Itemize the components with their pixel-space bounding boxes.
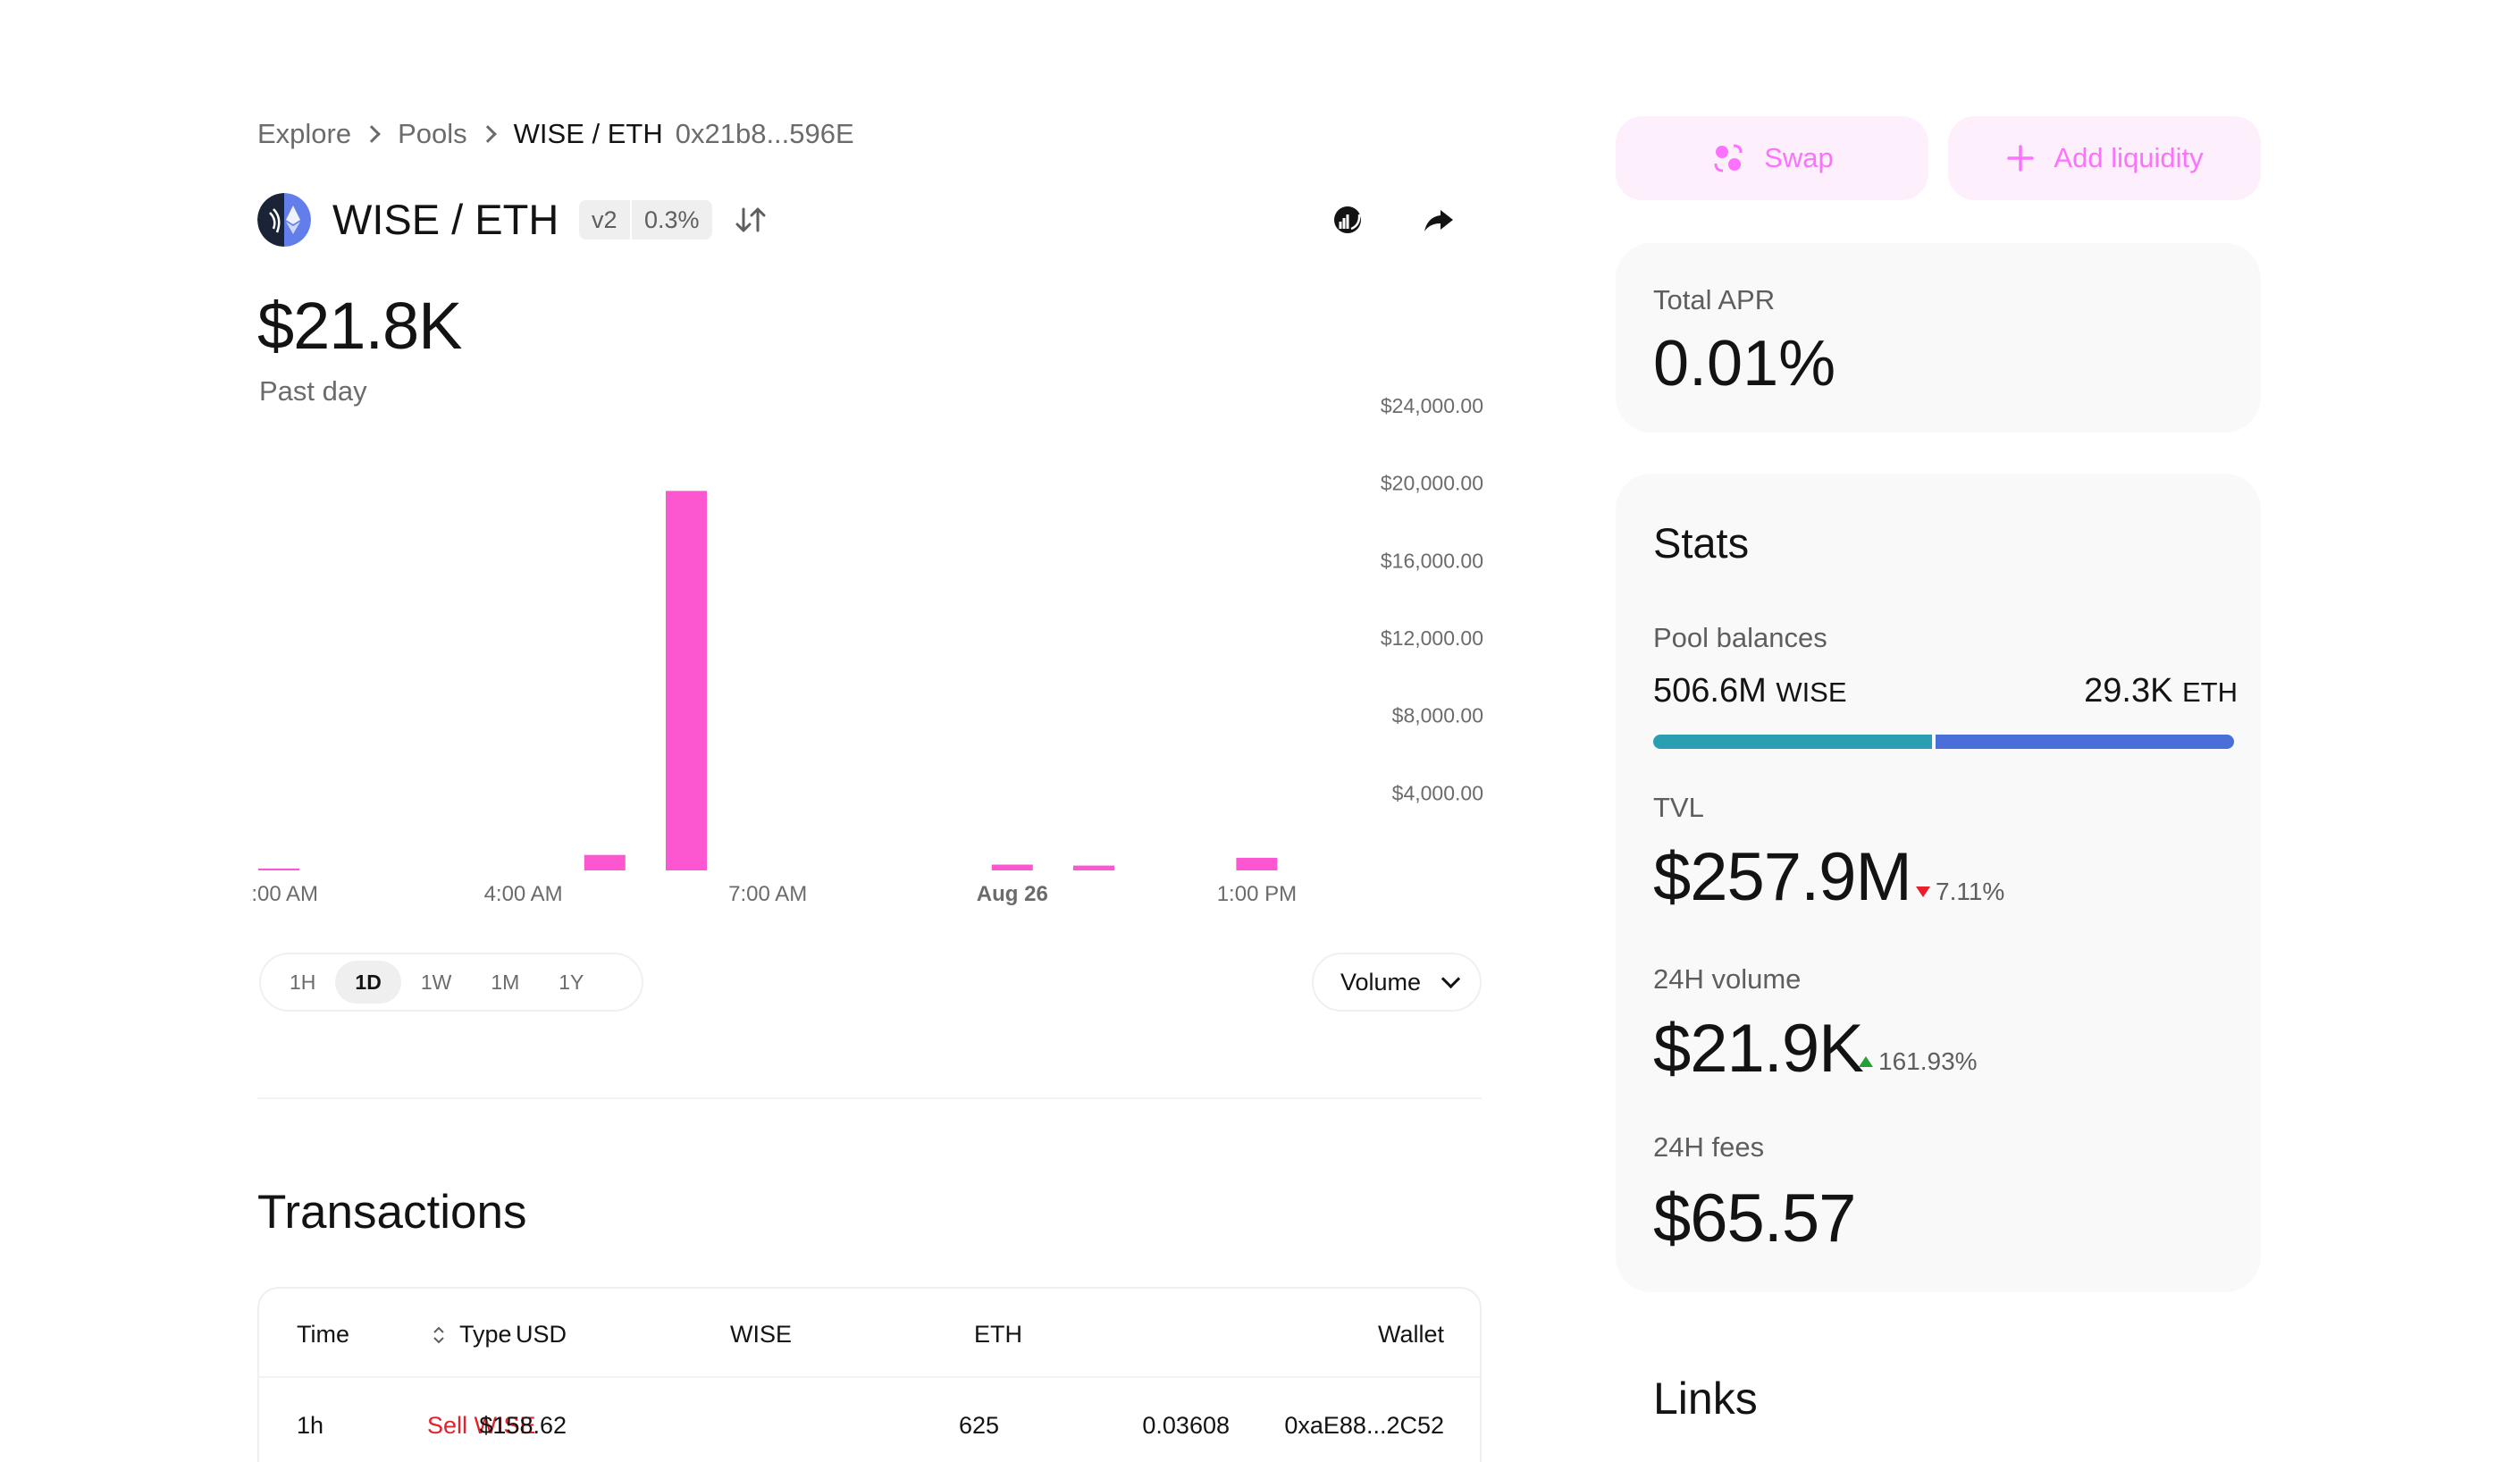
tx-wallet[interactable]: 0xaE88...2C52 [1284, 1412, 1444, 1439]
volume-change-value: 161.93% [1878, 1047, 1978, 1075]
col-wallet: Wallet [1377, 1321, 1444, 1348]
pool-balance-bar-eth [1936, 735, 2234, 749]
chevron-right-icon [478, 125, 497, 143]
pool-balance-eth-token: ETH [2182, 676, 2238, 708]
transactions-title: Transactions [257, 1186, 527, 1239]
volume-bar-chart: $24,000.00 $20,000.00 $16,000.00 $12,000.00… [250, 394, 1483, 906]
volume-label: 24H volume [1653, 963, 1802, 995]
chart-period-label: Past day [259, 375, 367, 407]
volume-change: 161.93% [1859, 1047, 1978, 1076]
etherscan-icon[interactable] [1330, 202, 1365, 238]
breadcrumb-pools[interactable]: Pools [398, 118, 467, 149]
col-wise: WISE [729, 1321, 792, 1348]
chart-bar[interactable] [1073, 865, 1114, 870]
fee-tier-badge: 0.3% [630, 200, 712, 239]
plus-icon [2007, 145, 2035, 172]
swap-icon [1714, 144, 1743, 172]
chart-bar[interactable] [1236, 857, 1278, 870]
links-title: Links [1653, 1374, 1758, 1424]
pool-balances-label: Pool balances [1653, 622, 1827, 653]
fees-label: 24H fees [1653, 1131, 1765, 1163]
add-liquidity-button-label: Add liquidity [2054, 142, 2204, 173]
tvl-label: TVL [1653, 792, 1704, 823]
chart-bar[interactable] [258, 868, 299, 870]
add-liquidity-button[interactable]: Add liquidity [1948, 116, 2261, 200]
swap-button-label: Swap [1764, 142, 1834, 173]
table-row[interactable]: 1h Sell WISE $158.62 625 0.03608 0xaE88.… [259, 1380, 1480, 1462]
apr-card [1616, 243, 2261, 433]
chart-bar[interactable] [666, 491, 707, 870]
pool-balance-wise-amount: 506.6M [1653, 672, 1767, 710]
share-icon[interactable] [1421, 202, 1457, 238]
y-tick-label: $4,000.00 [1392, 781, 1483, 804]
stats-title: Stats [1653, 519, 1750, 567]
chevron-right-icon [363, 125, 382, 143]
col-type[interactable]: Type [433, 1321, 512, 1349]
chart-mode-label: Volume [1340, 968, 1422, 996]
volume-value: $21.9K [1653, 1011, 1864, 1087]
table-header: Time Type USD WISE ETH Wallet [259, 1289, 1480, 1378]
sort-icon [433, 1326, 444, 1344]
y-tick-label: $16,000.00 [1381, 549, 1483, 572]
apr-label: Total APR [1653, 284, 1776, 315]
col-time[interactable]: Time [297, 1321, 349, 1348]
x-tick-label: 1:00 PM [1217, 882, 1297, 906]
timeframe-1w[interactable]: 1W [420, 970, 452, 994]
y-tick-label: $24,000.00 [1381, 394, 1483, 417]
x-tick-label: 1:00 AM [250, 882, 318, 906]
pool-pair-title: WISE / ETH [332, 196, 559, 243]
chevron-down-icon [1441, 969, 1461, 988]
chart-price-value: $21.8K [257, 289, 463, 363]
arrow-up-icon [1859, 1056, 1873, 1067]
chart-bar[interactable] [584, 854, 626, 870]
pool-balance-eth-amount: 29.3K [2084, 672, 2173, 710]
transactions-table: Time Type USD WISE ETH Wallet 1h Sell WI… [257, 1287, 1482, 1462]
x-tick-label: 7:00 AM [728, 882, 807, 906]
timeframe-1y[interactable]: 1Y [559, 970, 584, 994]
chart-bar[interactable] [991, 864, 1033, 871]
pool-balance-bar-wise [1653, 735, 1932, 749]
swap-button[interactable]: Swap [1616, 116, 1928, 200]
breadcrumb: Explore Pools WISE / ETH 0x21b8...596E [257, 118, 854, 150]
pool-balance-eth: 29.3K ETH [2084, 672, 2238, 710]
tx-type: Sell WISE [427, 1412, 536, 1439]
timeframe-1h[interactable]: 1H [290, 970, 316, 994]
x-tick-label: Aug 26 [977, 882, 1048, 906]
breadcrumb-current: WISE / ETH [513, 118, 663, 149]
tx-usd: $158.62 [479, 1412, 567, 1439]
tx-time: 1h [297, 1412, 324, 1439]
chart-mode-dropdown[interactable]: Volume [1312, 953, 1482, 1012]
tx-eth: 0.03608 [1142, 1412, 1230, 1439]
swap-direction-icon[interactable] [733, 202, 769, 238]
section-divider [257, 1097, 1482, 1099]
wise-eth-pair-logo [257, 193, 311, 247]
pool-balance-wise-token: WISE [1776, 676, 1847, 708]
arrow-down-icon [1916, 886, 1930, 897]
apr-value: 0.01% [1653, 328, 1836, 399]
timeframe-selector: 1H 1D 1W 1M 1Y [259, 953, 643, 1012]
col-type-label: Type [459, 1321, 512, 1348]
timeframe-1m[interactable]: 1M [491, 970, 520, 994]
tvl-change: 7.11% [1916, 878, 2004, 906]
stats-card [1616, 474, 2261, 1292]
pool-address[interactable]: 0x21b8...596E [675, 118, 854, 149]
y-tick-label: $20,000.00 [1381, 472, 1483, 495]
timeframe-1d[interactable]: 1D [335, 961, 401, 1004]
tvl-value: $257.9M [1653, 839, 1912, 915]
tvl-change-value: 7.11% [1936, 878, 2005, 905]
fees-value: $65.57 [1653, 1181, 1856, 1256]
col-usd: USD [515, 1321, 567, 1348]
tx-wise: 625 [958, 1412, 999, 1439]
pool-balance-wise: 506.6M WISE [1653, 672, 1847, 710]
y-tick-label: $12,000.00 [1381, 626, 1483, 650]
version-badge: v2 [579, 200, 630, 239]
col-eth: ETH [974, 1321, 1022, 1348]
breadcrumb-explore[interactable]: Explore [257, 118, 352, 149]
y-tick-label: $8,000.00 [1392, 704, 1483, 727]
x-tick-label: 4:00 AM [484, 882, 563, 906]
